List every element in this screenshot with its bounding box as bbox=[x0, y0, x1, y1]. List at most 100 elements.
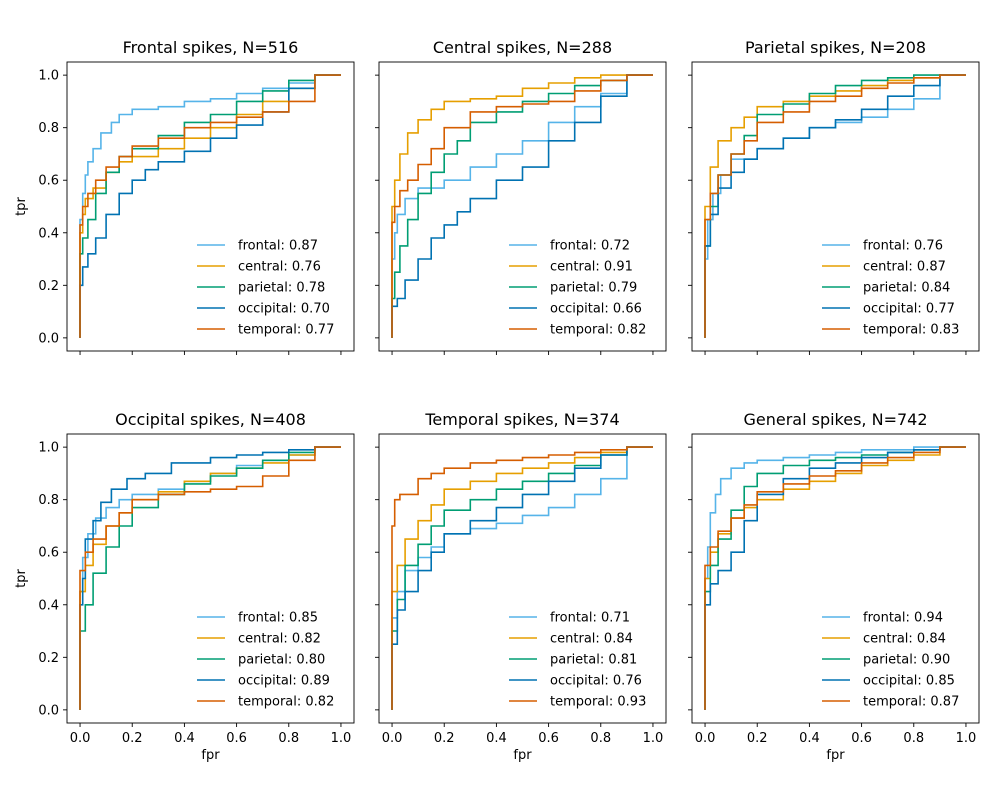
legend-label-parietal: parietal: 0.84 bbox=[863, 281, 950, 296]
x-tick-label: 0.4 bbox=[174, 731, 195, 746]
x-tick-label: 1.0 bbox=[956, 731, 977, 746]
legend-label-occipital: occipital: 0.66 bbox=[550, 302, 642, 317]
x-tick-label: 0.4 bbox=[486, 731, 507, 746]
legend-label-frontal: frontal: 0.71 bbox=[550, 611, 630, 626]
roc-curve-occipital bbox=[704, 74, 966, 338]
roc-panel: 0.0 0.2 0.4 0.6 0.8 1.0 0.0 0.2 0.4 0.6 0.8 1.0 Occi… bbox=[14, 410, 355, 763]
x-tick-label: 0.6 bbox=[851, 731, 872, 746]
roc-panel: Parietal spikes, N=208 frontal: 0.76 centr… bbox=[688, 38, 980, 355]
roc-panel: 0.0 0.2 0.4 0.6 0.8 1.0 General spikes, N=742 f… bbox=[688, 410, 980, 763]
legend-label-temporal: temporal: 0.93 bbox=[550, 695, 646, 710]
legend-label-temporal: temporal: 0.83 bbox=[863, 323, 959, 338]
legend-label-central: central: 0.76 bbox=[238, 260, 321, 275]
legend-label-parietal: parietal: 0.80 bbox=[238, 653, 325, 668]
y-tick-label: 0.0 bbox=[38, 703, 59, 718]
legend-label-occipital: occipital: 0.70 bbox=[238, 302, 330, 317]
roc-curve-temporal bbox=[391, 446, 653, 710]
y-axis-label: tpr bbox=[14, 569, 29, 588]
roc-panel: 0.0 0.2 0.4 0.6 0.8 1.0 Temporal spikes, N=374… bbox=[375, 410, 667, 763]
x-tick-label: 0.2 bbox=[434, 731, 455, 746]
x-tick-label: 0.6 bbox=[538, 731, 559, 746]
panel-title: Parietal spikes, N=208 bbox=[745, 38, 926, 57]
legend-label-central: central: 0.84 bbox=[863, 632, 946, 647]
axes-frame bbox=[691, 61, 980, 352]
roc-curve-temporal bbox=[704, 446, 966, 710]
y-axis-label: tpr bbox=[14, 197, 29, 216]
legend: frontal: 0.94 central: 0.84 parietal: 0.90… bbox=[822, 611, 959, 710]
roc-curve-parietal bbox=[79, 74, 341, 338]
roc-curve-central bbox=[704, 74, 966, 338]
legend-label-parietal: parietal: 0.81 bbox=[550, 653, 637, 668]
legend-label-frontal: frontal: 0.76 bbox=[863, 239, 943, 254]
legend: frontal: 0.85 central: 0.82 parietal: 0.80… bbox=[197, 611, 334, 710]
roc-curve-frontal bbox=[704, 446, 966, 710]
roc-curve-central bbox=[391, 446, 653, 710]
roc-curve-temporal bbox=[79, 446, 341, 710]
roc-panel: Central spikes, N=288 frontal: 0.72 centra… bbox=[375, 38, 667, 355]
legend-label-frontal: frontal: 0.85 bbox=[238, 611, 318, 626]
x-tick-label: 0.4 bbox=[799, 731, 820, 746]
roc-curve-central bbox=[391, 74, 653, 338]
legend-label-parietal: parietal: 0.79 bbox=[550, 281, 637, 296]
panel-title: Frontal spikes, N=516 bbox=[123, 38, 299, 57]
axes-frame bbox=[378, 61, 667, 352]
roc-curve-frontal bbox=[79, 446, 341, 710]
roc-curve-central bbox=[79, 446, 341, 710]
y-tick-label: 1.0 bbox=[38, 441, 59, 456]
y-tick-label: 0.0 bbox=[38, 331, 59, 346]
roc-curve-central bbox=[79, 74, 341, 338]
y-tick-label: 0.6 bbox=[38, 174, 59, 189]
legend-label-frontal: frontal: 0.87 bbox=[238, 239, 318, 254]
legend-label-central: central: 0.91 bbox=[550, 260, 633, 275]
x-tick-label: 0.2 bbox=[747, 731, 768, 746]
legend-label-central: central: 0.82 bbox=[238, 632, 321, 647]
y-tick-label: 0.2 bbox=[38, 651, 59, 666]
x-tick-label: 0.8 bbox=[278, 731, 299, 746]
legend: frontal: 0.76 central: 0.87 parietal: 0.84… bbox=[822, 239, 959, 338]
legend-label-temporal: temporal: 0.82 bbox=[238, 695, 334, 710]
roc-curve-occipital bbox=[79, 446, 341, 710]
roc-curve-temporal bbox=[391, 74, 653, 338]
x-tick-label: 0.0 bbox=[382, 731, 403, 746]
legend-label-occipital: occipital: 0.89 bbox=[238, 674, 330, 689]
roc-curve-temporal bbox=[704, 74, 966, 338]
legend-label-central: central: 0.84 bbox=[550, 632, 633, 647]
roc-curve-parietal bbox=[391, 74, 653, 338]
panel-title: Temporal spikes, N=374 bbox=[424, 410, 619, 429]
legend-label-central: central: 0.87 bbox=[863, 260, 946, 275]
x-tick-label: 0.8 bbox=[590, 731, 611, 746]
y-tick-label: 1.0 bbox=[38, 69, 59, 84]
x-tick-label: 0.6 bbox=[226, 731, 247, 746]
roc-curve-frontal bbox=[391, 74, 653, 338]
legend-label-parietal: parietal: 0.90 bbox=[863, 653, 950, 668]
x-tick-label: 0.0 bbox=[70, 731, 91, 746]
roc-curve-occipital bbox=[391, 74, 653, 338]
y-tick-label: 0.8 bbox=[38, 121, 59, 136]
roc-curve-parietal bbox=[704, 74, 966, 338]
roc-curve-parietal bbox=[704, 446, 966, 710]
x-axis-label: fpr bbox=[513, 748, 532, 763]
x-tick-label: 0.8 bbox=[903, 731, 924, 746]
roc-panel: 0.0 0.2 0.4 0.6 0.8 1.0 Frontal spikes, N=516 t… bbox=[14, 38, 355, 355]
x-tick-label: 0.0 bbox=[695, 731, 716, 746]
panel-title: General spikes, N=742 bbox=[743, 410, 927, 429]
y-tick-label: 0.8 bbox=[38, 493, 59, 508]
panel-title: Central spikes, N=288 bbox=[433, 38, 612, 57]
x-tick-label: 1.0 bbox=[331, 731, 352, 746]
axes-frame bbox=[66, 433, 355, 724]
y-tick-label: 0.6 bbox=[38, 546, 59, 561]
legend-label-frontal: frontal: 0.72 bbox=[550, 239, 630, 254]
legend: frontal: 0.72 central: 0.91 parietal: 0.79… bbox=[509, 239, 646, 338]
x-axis-label: fpr bbox=[201, 748, 220, 763]
y-tick-label: 0.4 bbox=[38, 598, 59, 613]
roc-curve-occipital bbox=[391, 446, 653, 710]
axes-frame bbox=[66, 61, 355, 352]
legend-label-occipital: occipital: 0.85 bbox=[863, 674, 955, 689]
roc-curve-parietal bbox=[79, 446, 341, 710]
legend-label-temporal: temporal: 0.82 bbox=[550, 323, 646, 338]
x-axis-label: fpr bbox=[826, 748, 845, 763]
axes-frame bbox=[691, 433, 980, 724]
x-tick-label: 0.2 bbox=[122, 731, 143, 746]
legend-label-parietal: parietal: 0.78 bbox=[238, 281, 325, 296]
legend-label-temporal: temporal: 0.87 bbox=[863, 695, 959, 710]
